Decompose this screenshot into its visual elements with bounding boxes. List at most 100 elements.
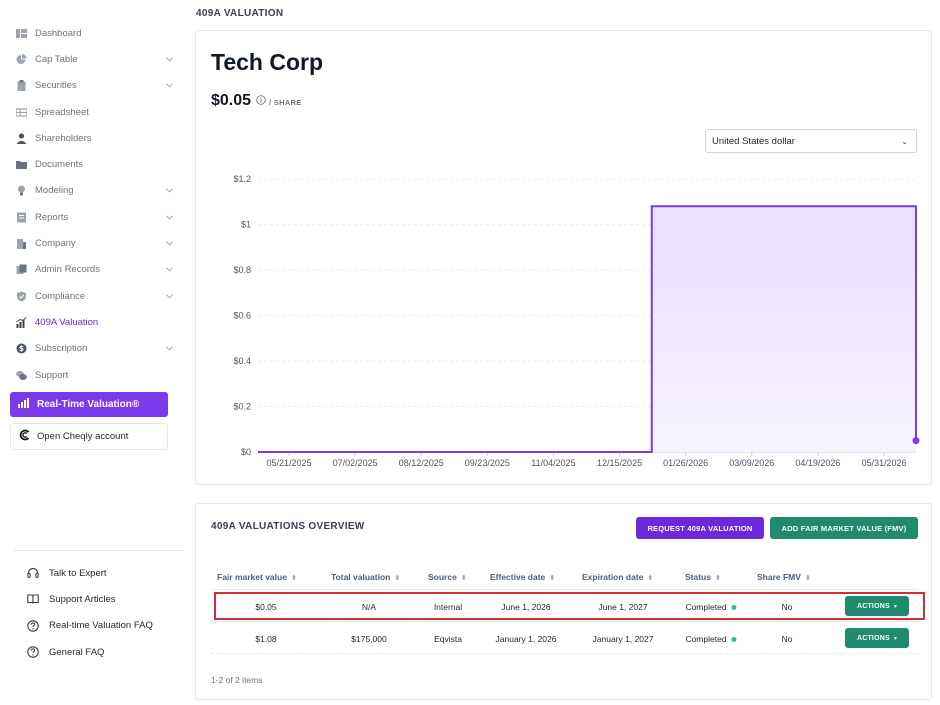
sidebar-item-company[interactable]: Company bbox=[10, 230, 175, 256]
column-header-label: Status bbox=[685, 572, 711, 582]
x-tick-label: 11/04/2025 bbox=[531, 458, 575, 468]
column-header-label: Effective date bbox=[490, 572, 546, 582]
help-link-support-articles[interactable]: Support Articles bbox=[26, 586, 186, 612]
x-tick-label: 07/02/2025 bbox=[333, 458, 378, 468]
sidebar-item-label: Modeling bbox=[35, 185, 74, 197]
cell-value: Internal bbox=[433, 602, 463, 612]
sidebar-item-label: Company bbox=[35, 238, 76, 250]
actions-button[interactable]: ACTIONS ▾ bbox=[845, 628, 909, 648]
sidebar-item-label: Dashboard bbox=[35, 27, 82, 39]
bar-chart-icon bbox=[18, 398, 29, 411]
valuation-summary-card: Tech Corp $0.05 / SHARE United States do… bbox=[195, 30, 932, 485]
column-header-label: Fair market value bbox=[217, 572, 287, 582]
price-unit: / SHARE bbox=[269, 98, 302, 107]
sidebar-item-admin-records[interactable]: Admin Records bbox=[10, 257, 175, 283]
help-link-label: Talk to Expert bbox=[49, 567, 107, 579]
column-header[interactable]: Total valuation ⬍ bbox=[331, 572, 400, 582]
cell-share-fmv: No bbox=[782, 634, 793, 644]
y-tick-label: $0.4 bbox=[233, 356, 251, 366]
sidebar: Dashboard Cap Table Securities Spreadsheet S… bbox=[0, 0, 184, 705]
sort-icon[interactable]: ⬍ bbox=[290, 575, 297, 582]
column-header[interactable]: Status ⬍ bbox=[685, 572, 721, 582]
sidebar-item-documents[interactable]: Documents bbox=[10, 151, 175, 177]
sidebar-item-subscription[interactable]: $ Subscription bbox=[10, 336, 175, 362]
building-icon bbox=[16, 238, 27, 250]
table-row: $0.05 N/A Internal June 1, 2026 June 1, 2027… bbox=[211, 590, 918, 622]
lightbulb-icon bbox=[16, 185, 27, 196]
help-link-general-faq[interactable]: General FAQ bbox=[26, 639, 186, 665]
sort-icon[interactable]: ⬍ bbox=[804, 575, 811, 582]
cell-fmv: $0.05 bbox=[255, 602, 276, 612]
sidebar-item-label: Support bbox=[35, 369, 69, 381]
sidebar-item-modeling[interactable]: Modeling bbox=[10, 178, 175, 204]
x-tick-label: 05/31/2026 bbox=[861, 458, 906, 468]
sidebar-item-reports[interactable]: Reports bbox=[10, 204, 175, 230]
cell-effective: June 1, 2026 bbox=[501, 602, 550, 612]
chevron-down-icon bbox=[163, 55, 175, 64]
x-tick-label: 12/15/2025 bbox=[597, 458, 642, 468]
cell-fmv: $1.08 bbox=[255, 634, 276, 644]
x-tick-label: 01/26/2026 bbox=[663, 458, 708, 468]
column-header[interactable]: Source ⬍ bbox=[428, 572, 467, 582]
cell-value: No bbox=[781, 602, 793, 612]
real-time-valuation-button[interactable]: Real-Time Valuation® bbox=[10, 392, 168, 417]
help-links: Talk to Expert Support Articles Real-time … bbox=[26, 560, 186, 665]
sidebar-item-support[interactable]: Support bbox=[10, 362, 175, 388]
cell-effective: January 1, 2026 bbox=[496, 634, 557, 644]
currency-value: United States dollar bbox=[712, 135, 795, 147]
sidebar-item-label: Documents bbox=[35, 159, 84, 171]
caret-down-icon: ▾ bbox=[893, 635, 898, 642]
status-dot bbox=[731, 637, 737, 643]
help-link-talk-to-expert[interactable]: Talk to Expert bbox=[26, 560, 186, 586]
sidebar-item-cap-table[interactable]: Cap Table bbox=[10, 46, 175, 72]
dashboard-icon bbox=[16, 28, 27, 39]
data-point[interactable] bbox=[912, 437, 920, 445]
column-header-label: Share FMV bbox=[757, 572, 801, 582]
sidebar-item-409a-valuation[interactable]: 409A Valuation bbox=[10, 309, 175, 335]
sort-icon[interactable]: ⬍ bbox=[714, 575, 721, 582]
cell-value: January 1, 2026 bbox=[495, 634, 557, 644]
x-tick-label: 09/23/2025 bbox=[465, 458, 510, 468]
company-name: Tech Corp bbox=[211, 49, 324, 75]
series-line bbox=[258, 205, 917, 453]
sidebar-item-label: Subscription bbox=[35, 343, 88, 355]
column-header-label: Source bbox=[428, 572, 457, 582]
shield-check-icon bbox=[16, 291, 27, 302]
sidebar-item-compliance[interactable]: Compliance bbox=[10, 283, 175, 309]
overview-title: 409A VALUATIONS OVERVIEW bbox=[211, 521, 365, 532]
open-cheqly-account-button[interactable]: Open Cheqly account bbox=[10, 423, 168, 450]
column-header[interactable]: Share FMV ⬍ bbox=[757, 572, 811, 582]
sidebar-item-label: Compliance bbox=[35, 290, 86, 302]
sidebar-item-securities[interactable]: Securities bbox=[10, 73, 175, 99]
column-header-label: Total valuation bbox=[331, 572, 391, 582]
x-tick-label: 04/19/2026 bbox=[795, 458, 840, 468]
person-icon bbox=[16, 133, 27, 144]
cell-source: Internal bbox=[434, 602, 462, 612]
cell-value: Eqvista bbox=[434, 634, 462, 644]
request-409a-valuation-button[interactable]: REQUEST 409A VALUATION bbox=[636, 517, 764, 539]
sort-icon[interactable]: ⬍ bbox=[549, 575, 556, 582]
help-link-real-time-valuation-faq[interactable]: Real-time Valuation FAQ bbox=[26, 613, 186, 639]
sidebar-item-label: Shareholders bbox=[35, 132, 92, 144]
sidebar-item-shareholders[interactable]: Shareholders bbox=[10, 125, 175, 151]
sidebar-item-spreadsheet[interactable]: Spreadsheet bbox=[10, 99, 175, 125]
column-header[interactable]: Expiration date ⬍ bbox=[582, 572, 653, 582]
series-area bbox=[258, 206, 916, 452]
column-header[interactable]: Fair market value ⬍ bbox=[217, 572, 297, 582]
help-link-label: Support Articles bbox=[49, 593, 116, 605]
info-icon[interactable] bbox=[256, 95, 266, 107]
column-header[interactable]: Effective date ⬍ bbox=[490, 572, 555, 582]
sort-icon[interactable]: ⬍ bbox=[460, 575, 467, 582]
sidebar-item-dashboard[interactable]: Dashboard bbox=[10, 20, 175, 46]
currency-select[interactable]: United States dollar ⌄ bbox=[705, 129, 917, 153]
sort-icon[interactable]: ⬍ bbox=[394, 575, 401, 582]
real-time-valuation-label: Real-Time Valuation® bbox=[37, 399, 140, 410]
add-fair-market-value-button[interactable]: ADD FAIR MARKET VALUE (FMV) bbox=[770, 517, 918, 539]
sort-icon[interactable]: ⬍ bbox=[647, 575, 654, 582]
chevron-down-icon bbox=[163, 186, 175, 195]
actions-button[interactable]: ACTIONS ▾ bbox=[845, 596, 909, 616]
valuations-overview-card: 409A VALUATIONS OVERVIEW REQUEST 409A VA… bbox=[195, 503, 932, 700]
cell-expiration: June 1, 2027 bbox=[598, 602, 647, 612]
cell-status: Completed bbox=[685, 634, 737, 644]
x-tick-label: 03/09/2026 bbox=[729, 458, 774, 468]
